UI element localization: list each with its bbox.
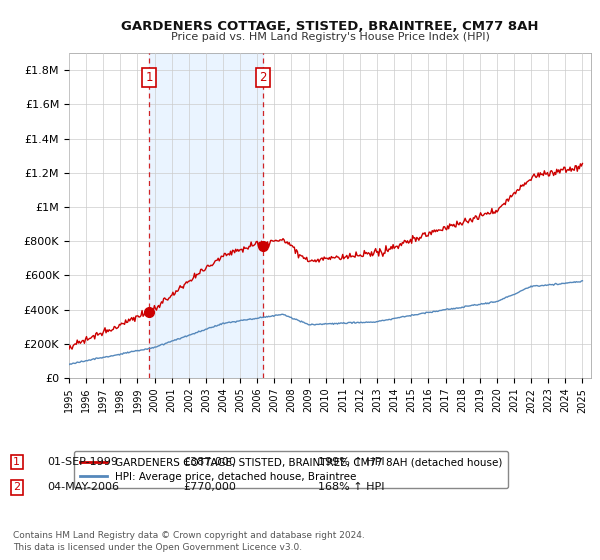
Bar [149,53,263,378]
Text: 199% ↑ HPI: 199% ↑ HPI [318,457,385,467]
Text: £770,000: £770,000 [183,482,236,492]
Text: 2: 2 [13,482,20,492]
Text: 01-SEP-1999: 01-SEP-1999 [47,457,118,467]
Legend: GARDENERS COTTAGE, STISTED, BRAINTREE, CM77 8AH (detached house), HPI: Average p: GARDENERS COTTAGE, STISTED, BRAINTREE, C… [74,451,508,488]
Text: £387,000: £387,000 [183,457,236,467]
Text: 1: 1 [13,457,20,467]
Text: Contains HM Land Registry data © Crown copyright and database right 2024.
This d: Contains HM Land Registry data © Crown c… [13,531,365,552]
Text: 2: 2 [259,71,266,83]
Text: 168% ↑ HPI: 168% ↑ HPI [318,482,385,492]
Text: 1: 1 [145,71,152,83]
Text: Price paid vs. HM Land Registry's House Price Index (HPI): Price paid vs. HM Land Registry's House … [170,32,490,43]
Text: 04-MAY-2006: 04-MAY-2006 [47,482,119,492]
Text: GARDENERS COTTAGE, STISTED, BRAINTREE, CM77 8AH: GARDENERS COTTAGE, STISTED, BRAINTREE, C… [121,20,539,32]
